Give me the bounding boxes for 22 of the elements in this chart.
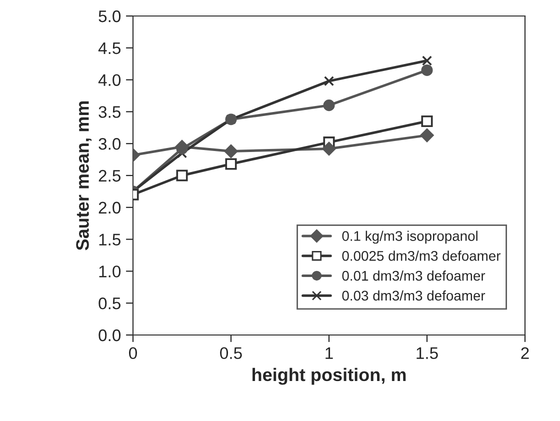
y-tick-label: 5.0 (98, 10, 121, 22)
x-tick-label: 2 (521, 347, 529, 359)
y-tick-label: 3.5 (98, 106, 120, 118)
x-tick-label: 0 (129, 347, 137, 360)
y-tick-label: 2.5 (98, 170, 120, 182)
x-tick-label: 1 (326, 347, 333, 359)
legend-label: 0.1 kg/m3 isopropanol (342, 230, 478, 244)
y-tick-label: 4.5 (98, 42, 120, 54)
x-tick-label: 1.5 (416, 347, 438, 360)
y-tick-label: 2.0 (98, 202, 121, 214)
y-axis-title: Sauter mean, mm (76, 101, 92, 250)
y-tick-label: 0.5 (98, 298, 120, 310)
x-axis-title: height position, m (252, 368, 406, 385)
legend-label: 0.03 dm3/m3 defoamer (342, 290, 486, 301)
y-tick-label: 3.0 (98, 138, 121, 150)
y-tick-label: 4.0 (98, 74, 121, 86)
y-tick-label: 1.0 (99, 266, 121, 278)
x-tick-label: 0.5 (220, 347, 242, 360)
y-tick-label: 0.0 (98, 329, 121, 342)
legend-label: 0.01 dm3/m3 defoamer (342, 270, 486, 281)
y-tick-label: 1.5 (99, 234, 120, 246)
legend-label: 0.0025 dm3/m3 defoamer (342, 250, 501, 261)
